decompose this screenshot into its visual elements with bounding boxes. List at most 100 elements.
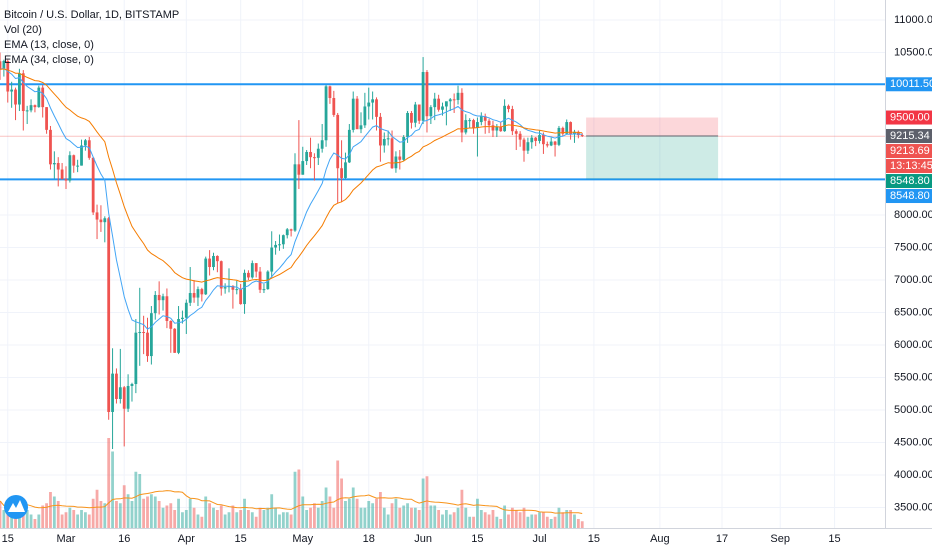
volume-bar	[212, 507, 215, 528]
volume-bar	[266, 507, 270, 528]
candle-body	[6, 60, 10, 92]
volume-bar	[309, 507, 312, 528]
volume-bar	[41, 505, 45, 528]
candle-body	[390, 138, 394, 169]
volume-bar	[390, 503, 394, 528]
candle-body	[29, 105, 33, 111]
candle-body	[553, 141, 557, 145]
candle-body	[64, 179, 68, 181]
candle-body	[573, 131, 576, 135]
candle-body	[87, 140, 91, 158]
candle-body	[76, 165, 80, 167]
candle-body	[503, 105, 507, 132]
volume-bar	[278, 514, 281, 528]
candle-body	[468, 120, 472, 122]
candle-body	[184, 302, 188, 318]
volume-bar	[367, 501, 371, 528]
volume-bar	[476, 498, 479, 528]
candle-body	[134, 332, 138, 385]
volume-bar	[239, 510, 243, 528]
candle-body	[95, 212, 99, 220]
volume-bar	[215, 510, 219, 528]
volume-bar	[80, 510, 83, 528]
volume-bar	[522, 507, 526, 528]
volume-bar	[149, 494, 153, 528]
volume-bar	[518, 512, 522, 528]
logo[interactable]	[4, 495, 28, 519]
volume-bar	[565, 510, 569, 528]
volume-bar	[83, 512, 87, 528]
price-tag	[886, 189, 932, 204]
volume-bar	[507, 514, 510, 528]
y-tick-label: 4500.00	[894, 436, 932, 448]
candle-body	[99, 219, 103, 223]
legend-ema[interactable]: EMA (13, close, 0)	[4, 39, 94, 51]
volume-bar	[177, 498, 180, 528]
candle-body	[49, 129, 52, 165]
volume-bar	[573, 514, 576, 528]
x-tick-label: Jun	[414, 533, 432, 545]
candle-body	[378, 116, 382, 146]
volume-ma-line	[0, 490, 583, 514]
volume-bar	[417, 510, 421, 528]
candle-body	[177, 319, 180, 353]
volume-bar	[503, 505, 507, 528]
y-tick-label: 8000.00	[894, 209, 932, 221]
volume-bar	[118, 503, 122, 528]
candle-body	[495, 126, 499, 131]
volume-bar	[99, 501, 103, 528]
volume-bar	[49, 492, 52, 528]
volume-bar	[52, 496, 56, 528]
candle-body	[421, 72, 425, 121]
candle-body	[456, 92, 460, 100]
candle-body	[382, 138, 386, 146]
volume-bar	[196, 514, 200, 528]
volume-bar	[208, 503, 212, 528]
candle-body	[270, 247, 274, 272]
candle-body	[243, 272, 246, 305]
volume-bar	[456, 507, 460, 528]
candle-body	[301, 161, 305, 175]
candle-body	[507, 105, 510, 110]
candle-body	[56, 163, 60, 170]
candle-body	[464, 120, 468, 133]
legend-volume[interactable]: Vol (20)	[4, 24, 42, 36]
volume-bar	[394, 498, 398, 528]
price-tag-label: 8548.80	[890, 190, 930, 202]
candle-body	[402, 137, 406, 160]
price-tag	[886, 174, 932, 189]
volume-bar	[429, 505, 433, 528]
candle-body	[309, 151, 312, 158]
candle-body	[410, 112, 413, 123]
legend-ema[interactable]: EMA (34, close, 0)	[4, 54, 94, 66]
y-tick-label: 4000.00	[894, 469, 932, 481]
candle-body	[487, 120, 491, 126]
candle-body	[336, 114, 340, 169]
candle-body	[223, 287, 227, 289]
candle-body	[522, 139, 526, 151]
candle-body	[188, 293, 192, 303]
volume-bar	[444, 510, 448, 528]
candle-body	[359, 125, 363, 130]
candle-body	[483, 116, 487, 121]
volume-bar	[25, 510, 29, 528]
candle-body	[289, 229, 293, 231]
symbol-title[interactable]: Bitcoin / U.S. Dollar, 1D, BITSTAMP	[4, 9, 179, 21]
volume-bar	[169, 503, 173, 528]
x-tick-label: 15	[235, 533, 247, 545]
candle-body	[534, 137, 538, 141]
candle-body	[21, 73, 25, 112]
volume-bar	[305, 510, 309, 528]
price-tag	[886, 144, 932, 159]
volume-bar	[29, 514, 33, 528]
candle-body	[514, 131, 518, 134]
volume-bar	[359, 507, 363, 528]
volume-bar	[87, 514, 91, 528]
volume-bar	[115, 501, 118, 528]
volume-bar	[138, 474, 142, 528]
candle-body	[68, 155, 72, 181]
candle-body	[580, 135, 584, 137]
volume-bar	[448, 514, 452, 528]
candle-body	[254, 263, 258, 272]
volume-bar	[95, 489, 99, 528]
